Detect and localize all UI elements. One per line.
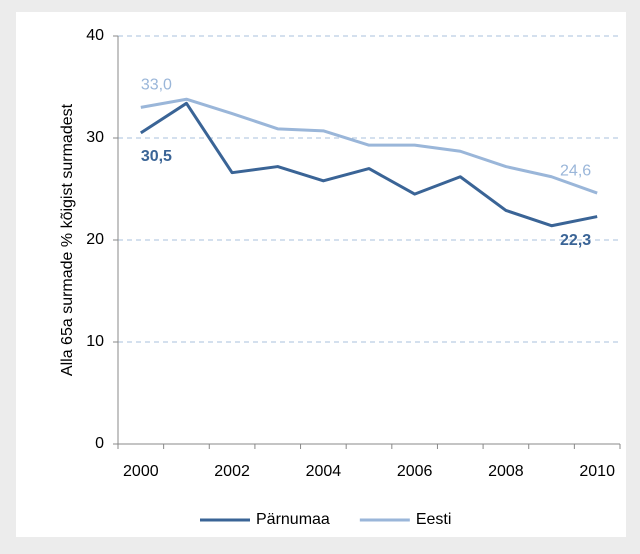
x-tick-label: 2000 bbox=[123, 463, 159, 480]
y-tick-label: 20 bbox=[86, 231, 104, 248]
value-label: 22,3 bbox=[560, 232, 591, 249]
value-label: 24,6 bbox=[560, 162, 591, 179]
x-tick-label: 2006 bbox=[397, 463, 433, 480]
legend-label: Eesti bbox=[416, 511, 452, 528]
chart-panel bbox=[16, 12, 626, 537]
x-tick-label: 2004 bbox=[306, 463, 342, 480]
y-tick-label: 10 bbox=[86, 333, 104, 350]
y-tick-label: 30 bbox=[86, 129, 104, 146]
series-line bbox=[140, 101, 598, 228]
x-tick-label: 2008 bbox=[488, 463, 524, 480]
value-label: 30,5 bbox=[141, 148, 172, 165]
y-tick-label: 40 bbox=[86, 27, 104, 44]
y-axis-label: Alla 65a surmade % kõigist surmadest bbox=[59, 103, 76, 376]
y-tick-label: 0 bbox=[95, 435, 104, 452]
value-label: 33,0 bbox=[141, 77, 172, 94]
x-tick-label: 2002 bbox=[214, 463, 250, 480]
legend-label: Pärnumaa bbox=[256, 511, 330, 528]
x-tick-label: 2010 bbox=[579, 463, 615, 480]
series-line bbox=[140, 97, 598, 195]
